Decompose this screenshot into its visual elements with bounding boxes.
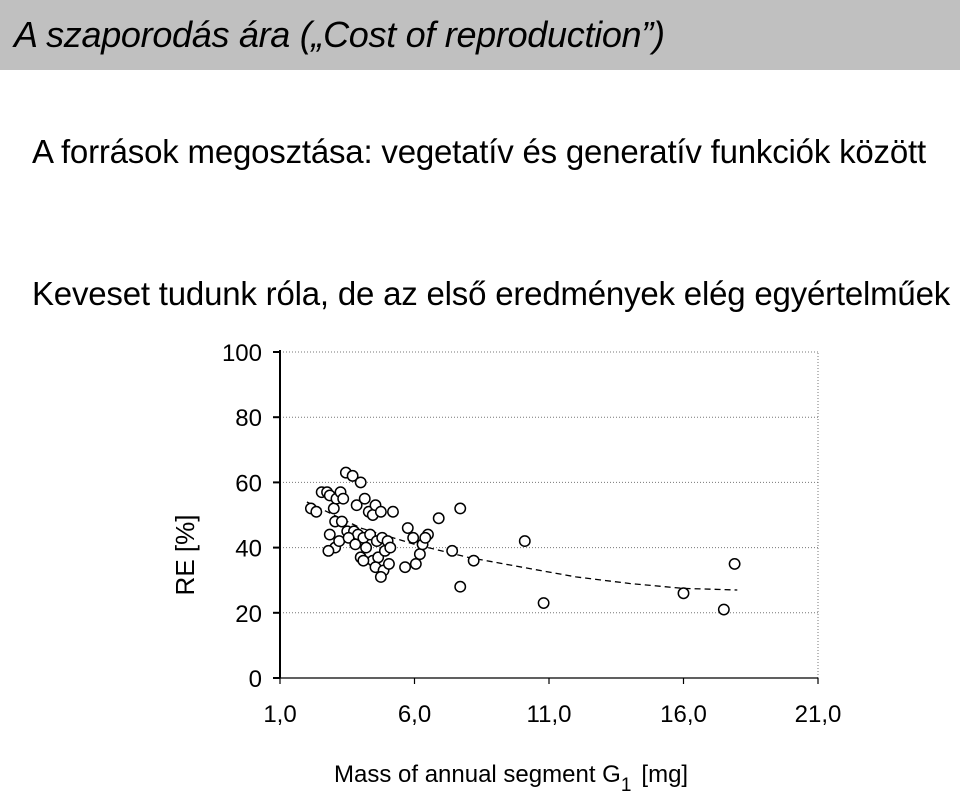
data-point <box>467 554 480 567</box>
data-point <box>354 476 367 489</box>
y-tick-label: 80 <box>235 405 262 432</box>
data-point <box>409 557 422 570</box>
data-point <box>374 570 387 583</box>
data-point <box>350 499 363 512</box>
data-point <box>454 580 467 593</box>
data-point <box>322 544 335 557</box>
body-line-1: A források megosztása: vegetatív és gene… <box>32 133 926 170</box>
data-point <box>360 541 373 554</box>
x-tick-label: 21,0 <box>795 701 842 728</box>
data-point <box>537 597 550 609</box>
y-axis-label: RE [%] <box>170 515 200 596</box>
data-point <box>310 505 323 518</box>
data-point <box>335 515 348 528</box>
data-point <box>419 531 432 544</box>
x-tick-label: 11,0 <box>527 701 572 728</box>
data-point <box>446 544 459 557</box>
body-line-2: Keveset tudunk róla, de az első eredmény… <box>32 275 951 312</box>
data-point <box>728 557 741 570</box>
data-point <box>387 505 399 518</box>
slide-title: A szaporodás ára („Cost of reproduction”… <box>14 14 665 55</box>
y-tick-label: 100 <box>222 340 262 367</box>
grid-lines <box>280 351 819 678</box>
data-points <box>304 466 741 616</box>
data-point <box>518 535 531 548</box>
trend-line <box>306 501 738 591</box>
data-point <box>384 541 397 554</box>
x-axis-label-unit: [mg] <box>641 761 688 788</box>
x-ticks: 1,0 6,0 11,0 16,0 21,0 <box>263 678 841 728</box>
y-tick-label: 20 <box>235 601 262 628</box>
x-tick-label: 1,0 <box>263 701 296 728</box>
data-point <box>323 528 336 541</box>
data-point <box>407 531 420 544</box>
x-axis-label: Mass of annual segment G1 [mg] <box>334 761 688 796</box>
data-point <box>399 561 412 574</box>
x-axis-label-subscript: 1 <box>621 775 632 796</box>
data-point <box>327 502 340 515</box>
data-point <box>382 557 395 570</box>
data-point <box>677 587 690 600</box>
data-point <box>401 522 414 534</box>
x-tick-label: 6,0 <box>398 701 431 728</box>
data-point <box>357 554 370 567</box>
data-point <box>358 492 371 505</box>
data-point <box>337 492 350 505</box>
title-bar <box>0 0 960 70</box>
data-point <box>374 505 387 518</box>
y-tick-label: 40 <box>235 536 262 563</box>
data-point <box>454 502 467 515</box>
x-axis-label-main: Mass of annual segment G <box>334 761 621 788</box>
y-tick-label: 0 <box>249 666 262 693</box>
y-tick-label: 60 <box>235 470 262 497</box>
x-tick-label: 16,0 <box>660 701 707 728</box>
data-point <box>413 548 426 561</box>
y-ticks: 0 20 40 60 80 100 <box>222 340 280 693</box>
data-point <box>432 512 445 525</box>
data-point <box>349 538 362 551</box>
data-point <box>346 469 359 482</box>
data-point <box>717 603 730 616</box>
